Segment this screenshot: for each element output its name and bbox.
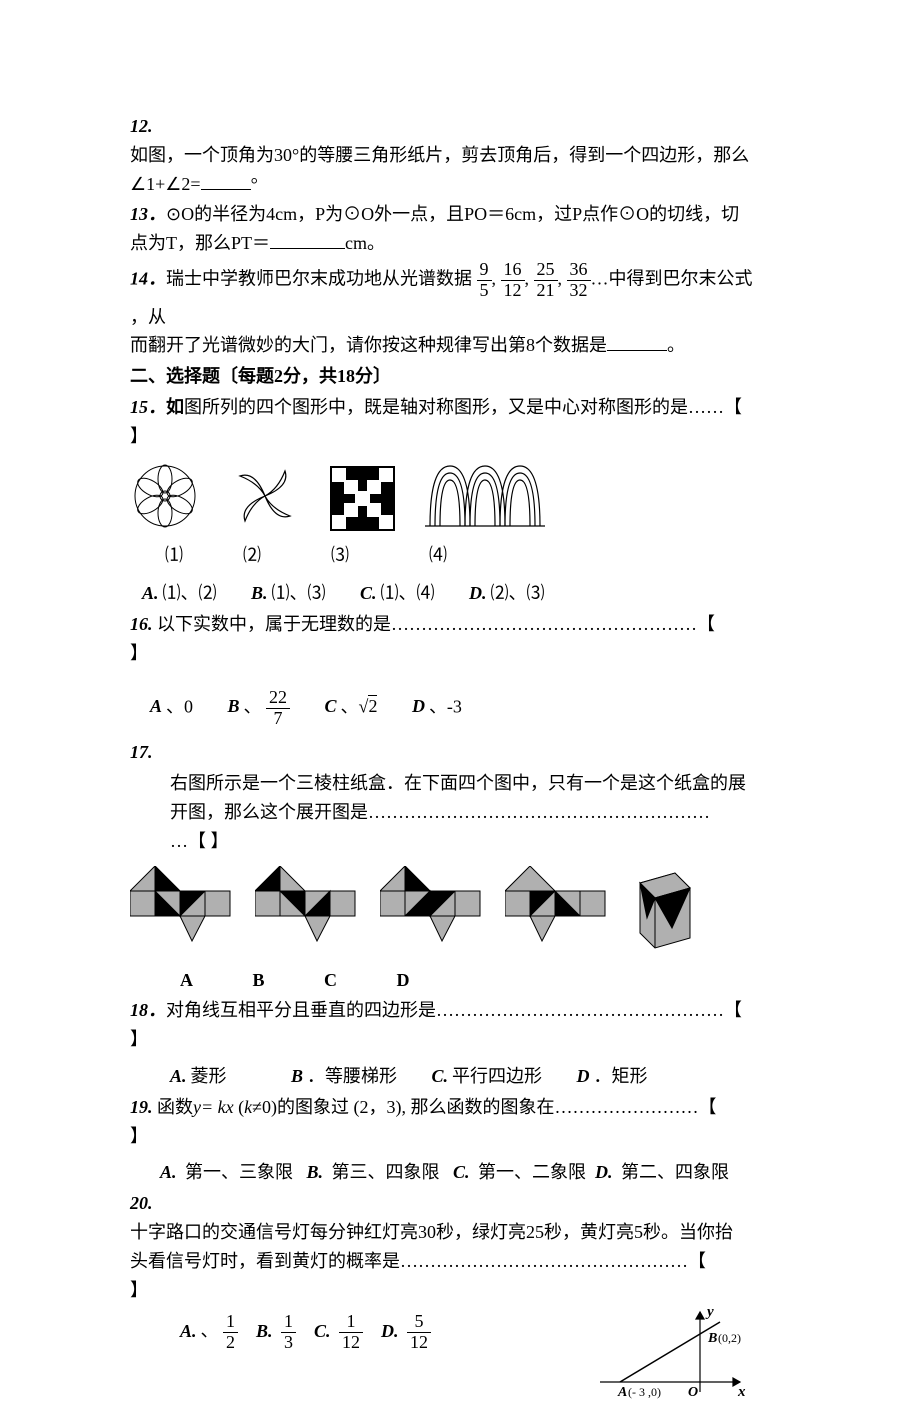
q20-options-wrap: A.、 12 B. 13 C. 112 D. 512 y x B (0,2) A…: [130, 1312, 790, 1353]
O-label: O: [688, 1385, 698, 1400]
q18: 18．对角线互相平分且垂直的四边形是…………………………………………【 】: [130, 996, 790, 1054]
q14-t4: 而翻开了光谱微妙的大门，请你按这种规律写出第8个数据是: [130, 335, 607, 355]
net-b: [255, 866, 365, 956]
prism: [630, 868, 700, 953]
q15-opts: A.⑴、⑵ B.⑴、⑶ C.⑴、⑷ D.⑵、⑶: [142, 579, 790, 608]
l3: ⑶: [331, 541, 349, 570]
q13-num: 13．: [130, 204, 166, 224]
net-a: [130, 866, 240, 956]
blank: [607, 333, 667, 351]
q14-t3: ，从: [130, 307, 166, 327]
q12-num: 12.: [130, 116, 153, 136]
q17-labels: A B C D: [180, 966, 790, 995]
q14-t1: 瑞士中学教师巴尔末成功地从光谱数据: [166, 268, 472, 288]
fig3: [330, 466, 395, 531]
q16-opts: A、0 B、 227 C、√2 D、-3: [150, 688, 790, 729]
q13-text1: ⊙O的半径为4cm，P为⊙O外一点，且PO＝6cm，过P点作⊙O的切线，切: [166, 204, 739, 224]
A-label: A: [617, 1385, 627, 1400]
B-label: B: [707, 1331, 717, 1346]
q16-num: 16.: [130, 614, 153, 634]
fig4: [425, 461, 545, 531]
frac3: 2521: [534, 260, 558, 301]
q17-num: 17.: [130, 742, 153, 762]
net-c: [380, 866, 490, 956]
l1: ⑴: [165, 541, 183, 570]
q18-opts: A.菱形 B．等腰梯形 C.平行四边形 D．矩形: [170, 1062, 790, 1091]
x-label: x: [737, 1384, 746, 1400]
frac4: 3632: [567, 260, 591, 301]
q20: 20. 十字路口的交通信号灯每分钟红灯亮30秒，绿灯亮25秒，黄灯亮5秒。当你抬…: [130, 1189, 790, 1304]
q19: 19. 函数y= kx (k≠0)的图象过 (2，3), 那么函数的图象在…………: [130, 1093, 790, 1151]
q14-t5: 。: [667, 335, 685, 355]
y-label: y: [705, 1304, 714, 1320]
q19-opts: A. 第一、三象限 B. 第三、四象限 C. 第一、二象限 D. 第二、四象限: [160, 1158, 790, 1187]
q12-text1: 如图，一个顶角为30°的等腰三角形纸片，剪去顶角后，得到一个四边形，那么: [130, 145, 749, 165]
q15-num: 15．: [130, 397, 166, 417]
q13: 13．⊙O的半径为4cm，P为⊙O外一点，且PO＝6cm，过P点作⊙O的切线，切…: [130, 200, 790, 258]
blank: [270, 231, 345, 249]
q12-t2s: °: [251, 174, 258, 194]
l2: ⑵: [243, 541, 261, 570]
frac2: 1612: [501, 260, 525, 301]
q14-t2: …中得到巴尔末公式: [591, 268, 753, 288]
q13-t2p: 点为T，那么PT＝: [130, 233, 270, 253]
frac-22-7: 227: [266, 688, 290, 729]
l4: ⑷: [429, 541, 447, 570]
net-d: [505, 866, 615, 956]
q15-figures: [130, 461, 790, 531]
q15-labels: ⑴ ⑵ ⑶ ⑷: [165, 541, 790, 570]
B-coord: (0,2): [718, 1331, 741, 1345]
q17-figures: [130, 866, 790, 956]
q17: 17.: [130, 738, 790, 767]
q15-close: 】: [130, 426, 148, 446]
q12: 12. 如图，一个顶角为30°的等腰三角形纸片，剪去顶角后，得到一个四边形，那么…: [130, 112, 790, 198]
coordinate-graph: y x B (0,2) A (- 3 ,0) O: [590, 1302, 750, 1411]
q17-body: 右图所示是一个三棱柱纸盒．在下面四个图中，只有一个是这个纸盒的展 开图，那么这个…: [170, 769, 790, 855]
q14-num: 14．: [130, 268, 166, 288]
q13-t2s: cm。: [345, 233, 385, 253]
section2: 二、选择题〔每题2分，共18分〕: [130, 362, 790, 391]
q16: 16. 以下实数中，属于无理数的是……………………………………………【 】: [130, 610, 790, 668]
blank: [201, 172, 251, 190]
A-coord: (- 3 ,0): [628, 1385, 661, 1399]
frac1: 95: [477, 260, 492, 301]
q14: 14．瑞士中学教师巴尔末成功地从光谱数据 95, 1612, 2521, 363…: [130, 260, 790, 301]
q14b: ，从 而翻开了光谱微妙的大门，请你按这种规律写出第8个数据是 。: [130, 303, 790, 361]
fig1: [130, 461, 200, 531]
q15: 15．如图所列的四个图形中，既是轴对称图形，又是中心对称图形的是……【 】: [130, 393, 790, 451]
fig2: [230, 461, 300, 531]
q12-t2p: ∠1+∠2=: [130, 174, 201, 194]
